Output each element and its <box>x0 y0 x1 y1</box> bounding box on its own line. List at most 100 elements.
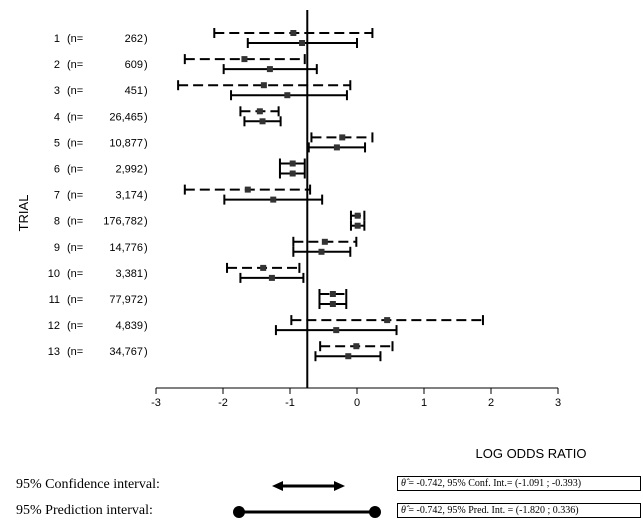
trial-n-prefix: (n= <box>67 164 83 176</box>
theta-hat-symbol: θ̂ <box>401 505 406 516</box>
trial-n-suffix: ) <box>144 137 148 149</box>
trial-n-suffix: ) <box>144 190 148 202</box>
trial-n-prefix: (n= <box>67 320 83 332</box>
trial-row: 3 (n= 451) <box>54 80 352 101</box>
trial-n-prefix: (n= <box>67 216 83 228</box>
trial-row: 4 (n= 26,465) <box>54 106 282 127</box>
trial-n-value: 34,767 <box>109 346 143 358</box>
trial-n-prefix: (n= <box>67 33 83 45</box>
trial-n-prefix: (n= <box>67 59 83 71</box>
trial-n-prefix: (n= <box>67 137 83 149</box>
x-tick-label: 1 <box>421 397 427 409</box>
trial-number-label: 9 <box>54 242 60 254</box>
confidence-interval-point <box>321 238 328 245</box>
confidence-interval-point <box>290 30 297 36</box>
confidence-interval-point <box>260 82 267 89</box>
prediction-interval-point <box>284 92 291 99</box>
confidence-interval-legend-symbol <box>272 481 345 491</box>
confidence-interval-point <box>339 134 346 141</box>
theta-hat-symbol: θ̂ <box>401 478 406 489</box>
trial-number-label: 6 <box>54 164 60 176</box>
x-axis: -3 -2 -1 0 1 2 3 <box>151 387 561 409</box>
trial-n-value: 3,174 <box>115 190 143 202</box>
confidence-summary-box: θ̂ = -0.742, 95% Conf. Int.= (-1.091 ; -… <box>397 476 641 491</box>
trial-n-value: 3,381 <box>115 268 143 280</box>
x-tick-label: -3 <box>151 397 161 409</box>
prediction-interval-point <box>259 118 266 125</box>
x-tick-label: -1 <box>285 397 295 409</box>
trial-n-value: 609 <box>125 59 143 71</box>
trial-n-value: 2,992 <box>115 164 143 176</box>
trial-row: 10 (n= 3,381) <box>48 262 305 283</box>
prediction-interval-point <box>289 170 296 177</box>
trial-number-label: 8 <box>54 216 60 228</box>
prediction-interval-point <box>299 40 306 46</box>
trial-rows: 1 (n= 262)2 (n= 609)3 (n= 451)4 (n= 26,465)5 (n= 1… <box>48 28 484 362</box>
trial-number-label: 13 <box>48 346 60 358</box>
trial-n-suffix: ) <box>144 268 148 280</box>
trial-row: 5 (n= 10,877) <box>54 132 374 153</box>
trial-n-suffix: ) <box>144 216 148 228</box>
trial-n-suffix: ) <box>144 294 148 306</box>
x-tick-label: -2 <box>218 397 228 409</box>
trial-number-label: 11 <box>49 294 60 306</box>
confidence-interval-point <box>353 343 360 350</box>
trial-n-prefix: (n= <box>67 294 83 306</box>
trial-number-label: 12 <box>48 320 60 332</box>
trial-n-suffix: ) <box>144 111 148 123</box>
trial-n-suffix: ) <box>144 320 148 332</box>
trial-n-suffix: ) <box>144 33 148 45</box>
prediction-interval-point <box>354 222 361 229</box>
prediction-summary-text: = -0.742, 95% Pred. Int. = (-1.820 ; 0.3… <box>405 505 579 516</box>
trial-number-label: 2 <box>54 59 60 71</box>
trial-row: 11 (n= 77,972) <box>49 289 348 309</box>
trial-n-suffix: ) <box>144 242 148 254</box>
trial-n-suffix: ) <box>144 59 148 71</box>
trial-n-value: 10,877 <box>109 137 143 149</box>
trial-n-value: 77,972 <box>109 294 143 306</box>
trial-row: 6 (n= 2,992) <box>54 158 306 179</box>
confidence-interval-point <box>384 317 391 324</box>
prediction-interval-point <box>333 327 340 334</box>
y-axis-title: TRIAL <box>16 195 31 232</box>
confidence-interval-point <box>289 160 296 167</box>
confidence-interval-point <box>241 56 248 63</box>
trial-number-label: 10 <box>48 268 60 280</box>
trial-n-prefix: (n= <box>67 111 83 123</box>
trial-row: 12 (n= 4,839) <box>48 315 484 336</box>
trial-number-label: 3 <box>54 85 60 97</box>
trial-n-prefix: (n= <box>67 268 83 280</box>
x-tick-label: 0 <box>354 397 360 409</box>
trial-n-prefix: (n= <box>67 190 83 202</box>
x-axis-title: LOG ODDS RATIO <box>476 446 587 461</box>
trial-n-value: 262 <box>125 33 143 45</box>
confidence-interval-point <box>354 212 361 219</box>
trial-n-suffix: ) <box>144 85 148 97</box>
trial-number-label: 4 <box>54 111 60 123</box>
confidence-interval-point <box>256 108 263 115</box>
trial-n-prefix: (n= <box>67 85 83 97</box>
confidence-interval-point <box>329 291 336 297</box>
trial-row: 13 (n= 34,767) <box>48 341 394 362</box>
prediction-interval-point <box>266 66 273 73</box>
trial-row: 8 (n= 176,782) <box>54 210 366 231</box>
confidence-interval-point <box>260 264 267 271</box>
trial-n-suffix: ) <box>144 346 148 358</box>
trial-n-prefix: (n= <box>67 242 83 254</box>
prediction-interval-point <box>329 301 336 307</box>
trial-n-value: 4,839 <box>115 320 143 332</box>
trial-number-label: 1 <box>54 33 60 45</box>
trial-row: 2 (n= 609) <box>54 54 318 75</box>
trial-n-value: 176,782 <box>103 216 143 228</box>
confidence-interval-point <box>244 186 251 193</box>
confidence-summary-text: = -0.742, 95% Conf. Int.= (-1.091 ; -0.3… <box>405 478 582 489</box>
trial-row: 9 (n= 14,776) <box>54 236 358 257</box>
trial-row: 1 (n= 262) <box>54 28 374 48</box>
prediction-interval-point <box>333 144 340 151</box>
trial-n-value: 451 <box>125 85 143 97</box>
trial-n-value: 14,776 <box>109 242 143 254</box>
trial-n-suffix: ) <box>144 164 148 176</box>
trial-n-value: 26,465 <box>109 111 143 123</box>
confidence-interval-legend-label: 95% Confidence interval: <box>16 477 160 492</box>
